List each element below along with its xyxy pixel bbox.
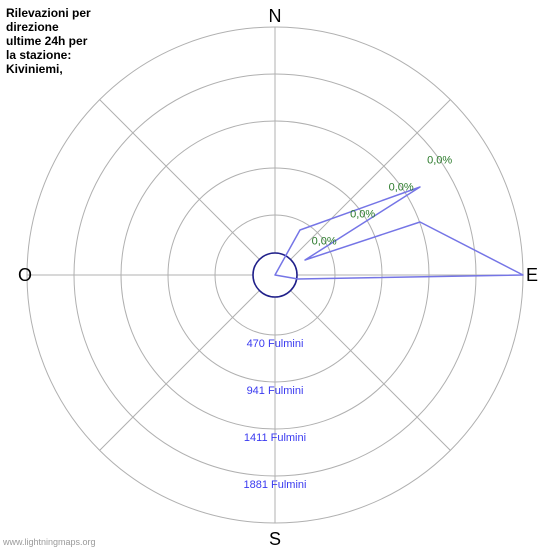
ring-label-percent: 0,0% [427, 155, 452, 167]
ring-label-percent: 0,0% [350, 209, 375, 221]
radial-line [100, 291, 260, 451]
ring-label-percent: 0,0% [312, 236, 337, 248]
ring-label-count: 941 Fulmini [247, 385, 304, 397]
rose-polygon [275, 187, 523, 279]
ring-label-count: 1881 Fulmini [244, 479, 307, 491]
chart-title: Rilevazioni per direzione ultime 24h per… [6, 6, 91, 76]
attribution-footer: www.lightningmaps.org [3, 537, 96, 547]
radial-line [291, 291, 451, 451]
polar-chart: 0,0% 470 Fulmini 0,0% 941 Fulmini 0,0% 1411 F… [0, 0, 550, 550]
radial-line [100, 100, 260, 260]
ring-label-count: 470 Fulmini [247, 338, 304, 350]
compass-label: O [18, 265, 32, 285]
ring-label-percent: 0,0% [389, 182, 414, 194]
compass-label: S [269, 529, 281, 549]
compass-label: E [526, 265, 538, 285]
compass-label: N [269, 6, 282, 26]
ring-label-count: 1411 Fulmini [244, 432, 306, 444]
